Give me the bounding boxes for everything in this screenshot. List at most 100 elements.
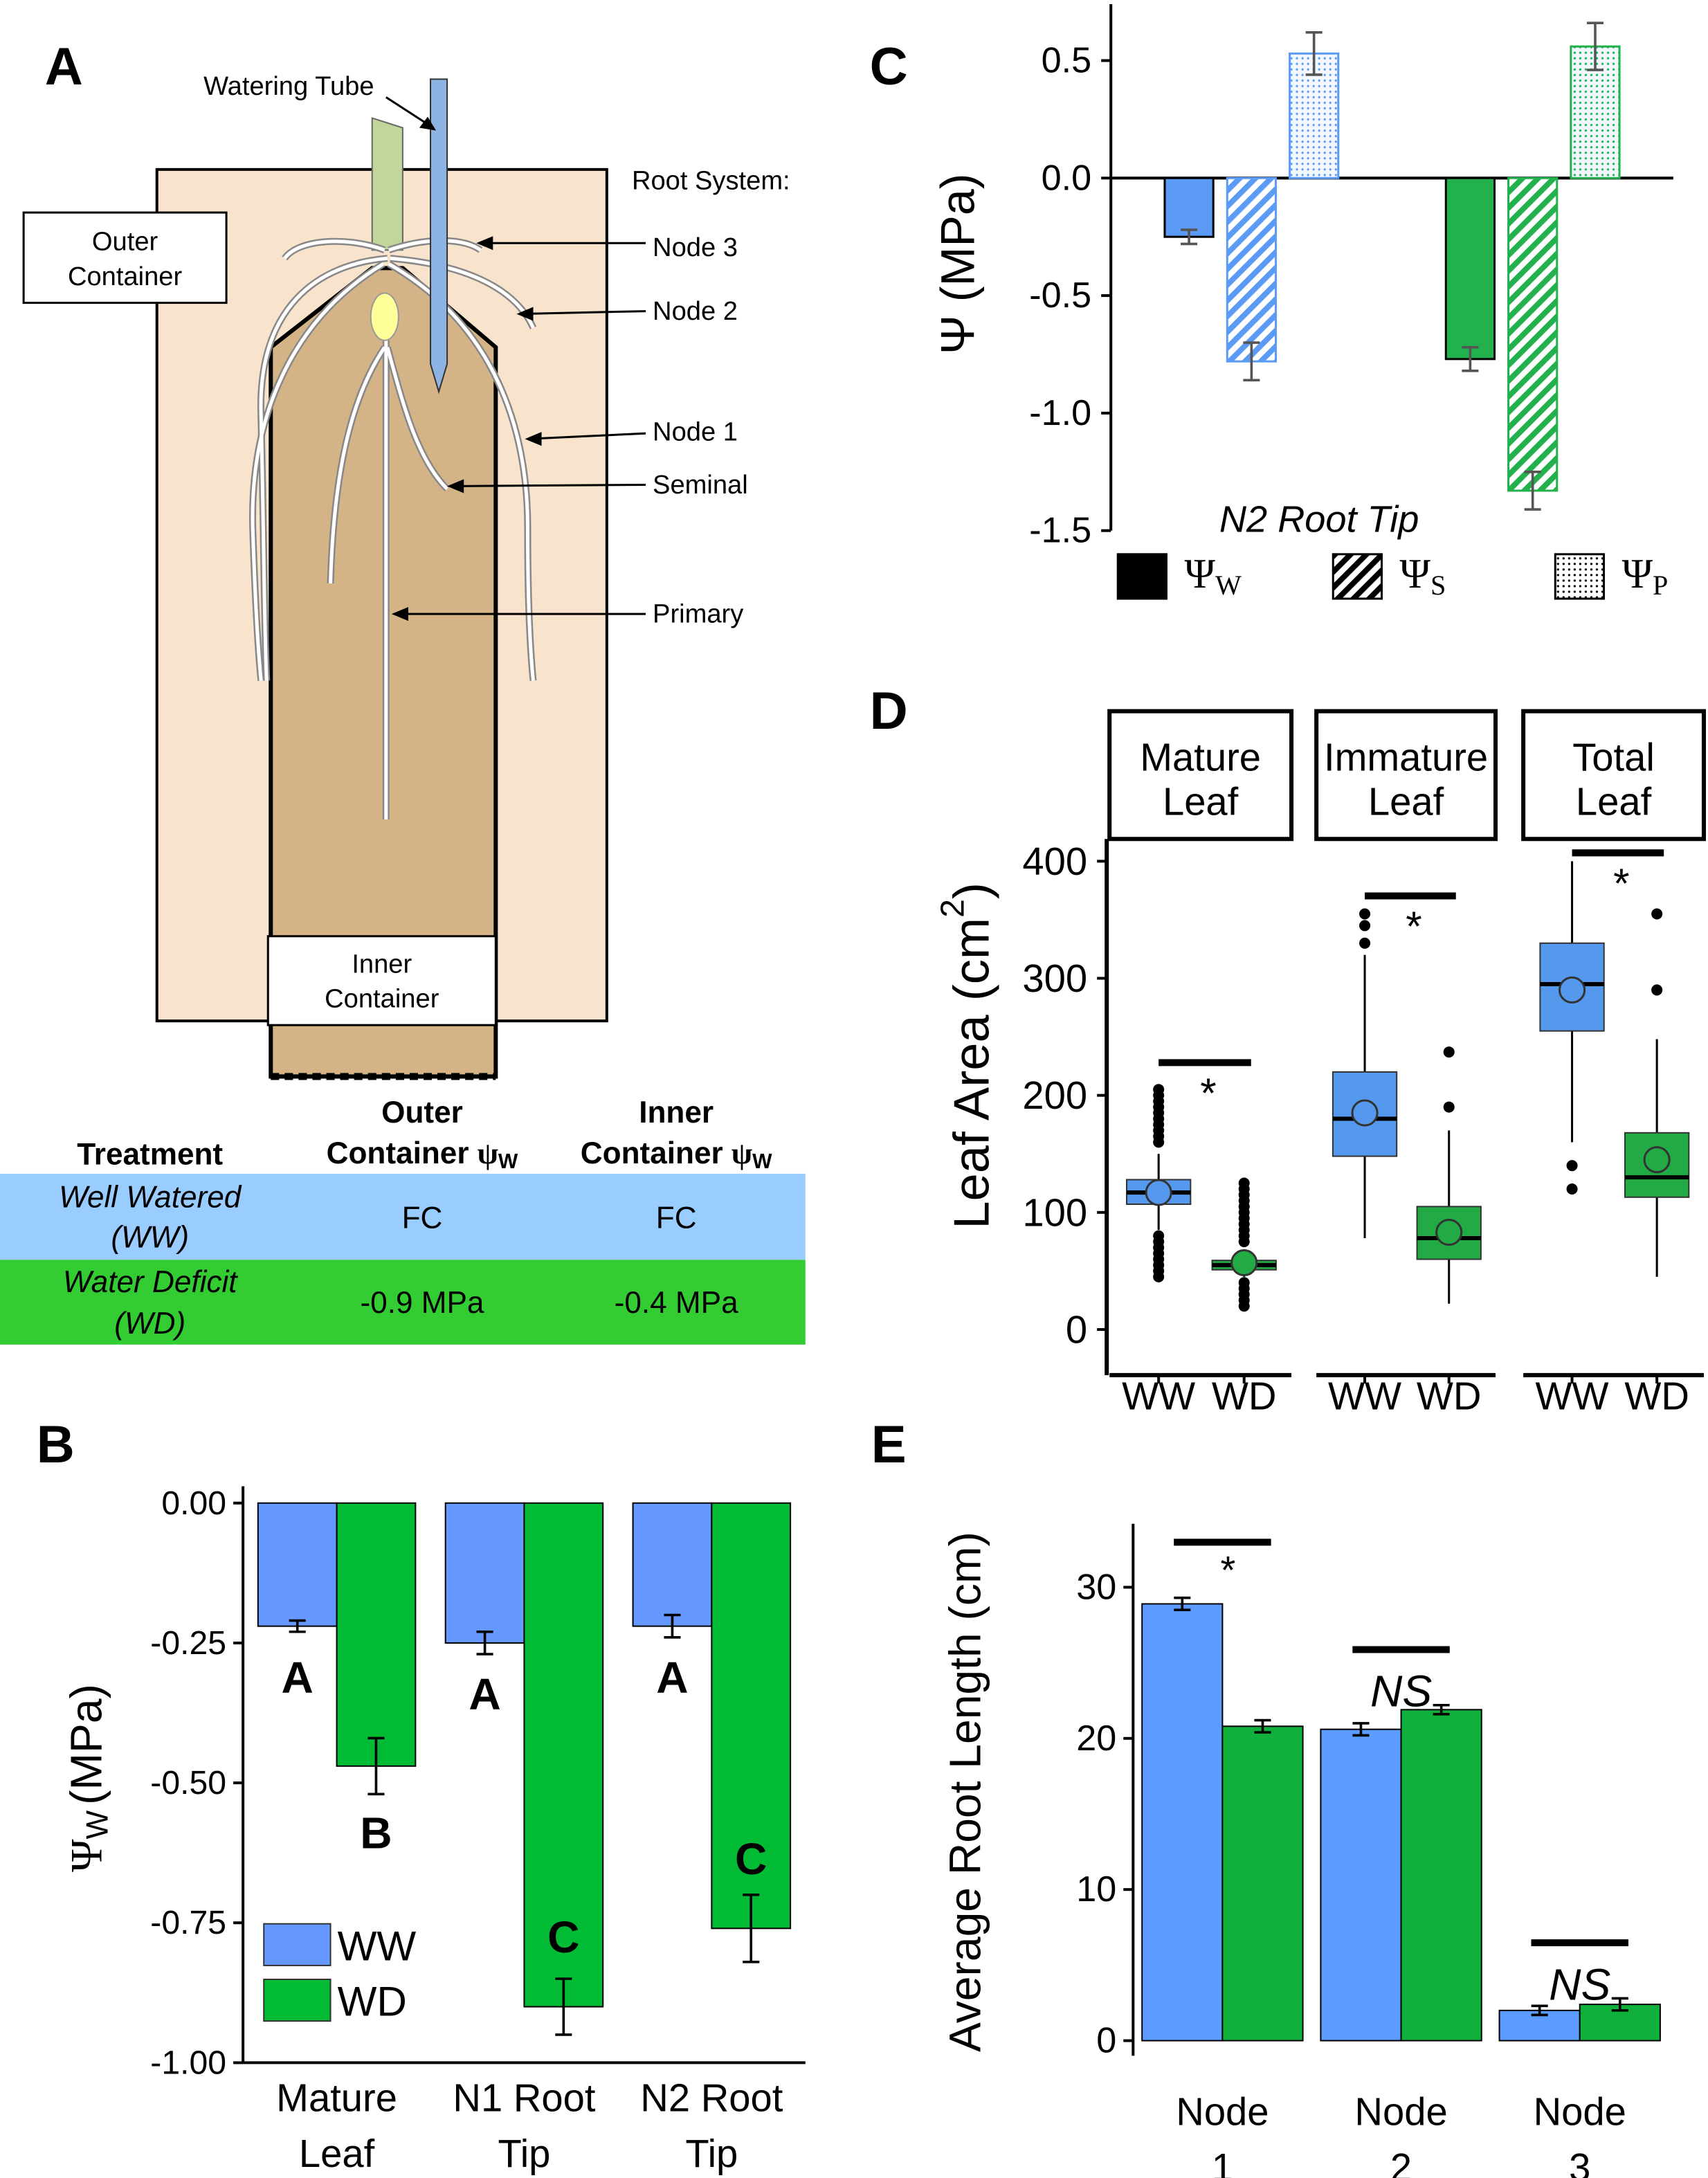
- legend-sub: W: [1215, 569, 1242, 600]
- significance: *: [1613, 860, 1629, 907]
- cell: -0.9 MPa: [360, 1286, 484, 1320]
- stem: [371, 117, 403, 251]
- error-bar: [289, 1619, 306, 1633]
- header-cell: Container ψW: [581, 1136, 772, 1172]
- header-cell: Inner: [639, 1096, 714, 1129]
- outlier: [1238, 1277, 1250, 1289]
- bar: [1141, 1603, 1224, 2042]
- outlier: [1443, 1046, 1455, 1058]
- facet-label: Leaf: [1163, 780, 1239, 824]
- legend-label: ΨS: [1400, 550, 1446, 600]
- x-tick-label: WW: [1536, 1374, 1609, 1418]
- y-tick-label: 400: [1022, 840, 1087, 883]
- cell: FC: [656, 1201, 697, 1235]
- cell: Water Deficit: [63, 1265, 238, 1299]
- y-tick-label: 0.00: [161, 1485, 226, 1522]
- significance-letter: A: [656, 1653, 688, 1703]
- legend-swatch: [1554, 553, 1606, 600]
- bar: [1163, 176, 1215, 238]
- error-bar: [1352, 1722, 1370, 1737]
- cell: (WW): [111, 1221, 189, 1255]
- label: Container: [325, 984, 439, 1014]
- y-tick-label: -0.25: [150, 1624, 226, 1662]
- row-wd: [0, 1260, 806, 1345]
- legend-label: WD: [338, 1979, 407, 2025]
- error-bar: [1181, 228, 1198, 246]
- mean: [1435, 1219, 1463, 1246]
- seed: [370, 292, 399, 341]
- bar: [711, 1502, 792, 1930]
- mean: [1230, 1249, 1258, 1277]
- y-tick-label: 0: [1096, 2021, 1116, 2061]
- panel-label: D: [870, 682, 908, 741]
- label-line: Node: [1534, 2089, 1626, 2133]
- cell: FC: [402, 1201, 443, 1235]
- y-tick-label: 10: [1076, 1869, 1116, 1909]
- bar: [523, 1502, 604, 2008]
- label: Container: [68, 262, 183, 291]
- significance: *: [1200, 1070, 1216, 1116]
- outlier: [1566, 1160, 1578, 1172]
- significance-letter: A: [282, 1653, 314, 1703]
- facet-label: Leaf: [1368, 780, 1444, 824]
- y-title-end: ): [945, 882, 1000, 899]
- y-axis-title: Ψ (MPa): [932, 173, 984, 354]
- x-tick-label: WD: [1212, 1374, 1277, 1418]
- facet-strip: [1521, 709, 1706, 842]
- bar: [1400, 1709, 1482, 2042]
- outlier: [1153, 1084, 1165, 1096]
- cell: (WD): [114, 1307, 185, 1341]
- mean: [1558, 976, 1586, 1004]
- x-tick-label: Node 1: [1176, 2089, 1269, 2178]
- error-bar: [555, 1977, 572, 2036]
- error-bar: [1254, 1718, 1271, 1734]
- y-tick-label: -1.0: [1029, 393, 1091, 433]
- y-title-sub: W: [80, 1811, 114, 1840]
- legend-sub: S: [1430, 569, 1446, 600]
- outlier: [1238, 1177, 1250, 1189]
- x-tick-label: WD: [1417, 1374, 1482, 1418]
- y-title-text: (MPa): [61, 1684, 111, 1805]
- outlier: [1651, 908, 1663, 920]
- legend-sub: P: [1653, 569, 1668, 600]
- inner-label-box: [266, 935, 497, 1026]
- legend-swatch: [263, 1923, 331, 1966]
- y-title-symbol: Ψ: [62, 1839, 111, 1872]
- annotation: N2 Root Tip: [1219, 499, 1419, 541]
- y-tick-label: 300: [1022, 956, 1087, 1000]
- y-tick-label: 20: [1076, 1718, 1116, 1759]
- y-title-text: Leaf Area (cm: [945, 918, 1000, 1229]
- label: Outer: [92, 227, 158, 257]
- header-cell: Container ψW: [327, 1136, 518, 1172]
- header-text: Container: [327, 1136, 469, 1170]
- y-axis-title: ΨW (MPa): [61, 1684, 114, 1872]
- label-line: 1: [1212, 2145, 1233, 2178]
- y-tick-label: -0.75: [150, 1904, 226, 1941]
- y-tick-label: -0.50: [150, 1764, 226, 1802]
- outlier: [1359, 937, 1371, 949]
- significance-letter: B: [360, 1808, 392, 1858]
- error-bar: [1586, 21, 1604, 71]
- error-bar: [1305, 30, 1323, 76]
- legend-label: ΨP: [1622, 550, 1669, 600]
- bar: [444, 1502, 525, 1644]
- annotation: NS: [1370, 1667, 1432, 1716]
- facet-strip: [1107, 709, 1294, 842]
- significance-letter: C: [547, 1912, 579, 1962]
- significance-letter: C: [735, 1834, 767, 1884]
- label-line: Tip: [685, 2131, 738, 2175]
- legend-symbol: Ψ: [1400, 550, 1431, 597]
- y-tick-label: 0: [1066, 1307, 1087, 1351]
- panel-label: B: [37, 1415, 75, 1474]
- facet-label: Leaf: [1576, 780, 1652, 824]
- bar: [1226, 176, 1277, 363]
- facet-strip: [1314, 709, 1498, 842]
- legend-swatch: [1116, 553, 1168, 600]
- error-bar: [367, 1736, 385, 1796]
- facet-label: Immature: [1324, 735, 1488, 779]
- x-tick-label: N2 Root Tip: [640, 2076, 783, 2175]
- bar: [632, 1502, 713, 1627]
- label: Node 2: [653, 296, 738, 326]
- significance-letter: A: [469, 1669, 500, 1719]
- label-line: Tip: [498, 2131, 550, 2175]
